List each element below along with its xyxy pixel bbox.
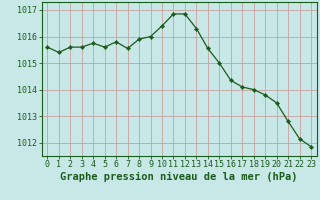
X-axis label: Graphe pression niveau de la mer (hPa): Graphe pression niveau de la mer (hPa) bbox=[60, 172, 298, 182]
